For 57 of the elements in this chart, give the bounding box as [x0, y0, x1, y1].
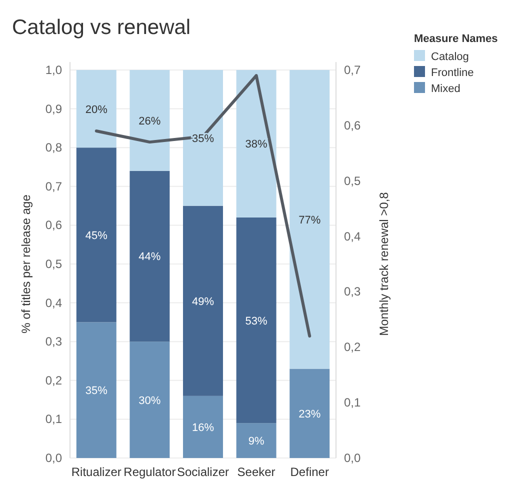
- bar: [76, 148, 116, 322]
- bar: [290, 368, 330, 458]
- legend-title: Measure Names: [414, 33, 498, 45]
- y-tick-label: 1,0: [45, 63, 62, 77]
- y-tick-label: 0,6: [45, 218, 62, 232]
- y2-tick-label: 0,2: [344, 340, 362, 354]
- data-label: 49%: [192, 296, 214, 308]
- data-label: 23%: [298, 408, 321, 420]
- y2-tick-label: 0,5: [344, 174, 362, 188]
- bar: [183, 396, 223, 458]
- data-label: 38%: [245, 138, 268, 151]
- y2-tick-label: 0,6: [344, 118, 362, 132]
- data-label: 44%: [138, 251, 161, 264]
- y2-tick-label: 0,1: [344, 396, 362, 410]
- data-label: 9%: [248, 436, 264, 448]
- bar: [183, 70, 223, 206]
- data-label: 26%: [138, 115, 161, 128]
- bar: [183, 206, 223, 396]
- x-tick-label: Regulator: [124, 465, 176, 479]
- bar: [130, 70, 170, 171]
- y-tick-label: 0,4: [45, 296, 62, 310]
- y-tick-label: 0,5: [45, 257, 62, 271]
- y-tick-label: 0,8: [45, 140, 62, 155]
- bar: [76, 322, 116, 458]
- data-label: 16%: [192, 422, 214, 434]
- data-label: 77%: [298, 214, 321, 226]
- y-tick-label: 0,9: [45, 102, 62, 116]
- y2-tick-label: 0,4: [344, 229, 362, 244]
- y-tick-label: 0,7: [45, 179, 62, 194]
- chart-title: Catalog vs renewal: [12, 16, 191, 39]
- y-tick-label: 0,3: [45, 334, 62, 349]
- bar: [236, 217, 276, 424]
- y-tick-label: 0,2: [45, 373, 62, 388]
- data-label: 45%: [85, 230, 108, 242]
- y2-tick-label: 0,7: [344, 63, 362, 77]
- bar: [76, 70, 116, 148]
- bar: [130, 342, 170, 458]
- y2-tick-label: 0,3: [344, 284, 362, 299]
- data-label: 35%: [85, 385, 108, 398]
- bar: [130, 170, 170, 342]
- x-tick-label: Definer: [290, 465, 329, 479]
- y-axis-title: % of titles per release age: [19, 194, 33, 334]
- y2-tick-label: 0,0: [344, 451, 362, 465]
- legend-label: Catalog: [431, 51, 469, 63]
- bar: [290, 70, 330, 369]
- y-tick-label: 0,1: [45, 412, 62, 426]
- x-tick-label: Ritualizer: [71, 465, 122, 479]
- x-tick-label: Socializer: [176, 465, 230, 479]
- data-label: 53%: [245, 315, 268, 328]
- legend-label: Mixed: [431, 83, 460, 95]
- x-tick-label: Seeker: [237, 465, 276, 479]
- data-label: 20%: [85, 104, 108, 116]
- data-label: 35%: [192, 132, 214, 145]
- legend-label: Frontline: [431, 67, 474, 79]
- y2-axis-title: Monthly track renewal >0,8: [377, 192, 391, 336]
- data-label: 30%: [138, 394, 161, 407]
- y-tick-label: 0,0: [45, 451, 62, 465]
